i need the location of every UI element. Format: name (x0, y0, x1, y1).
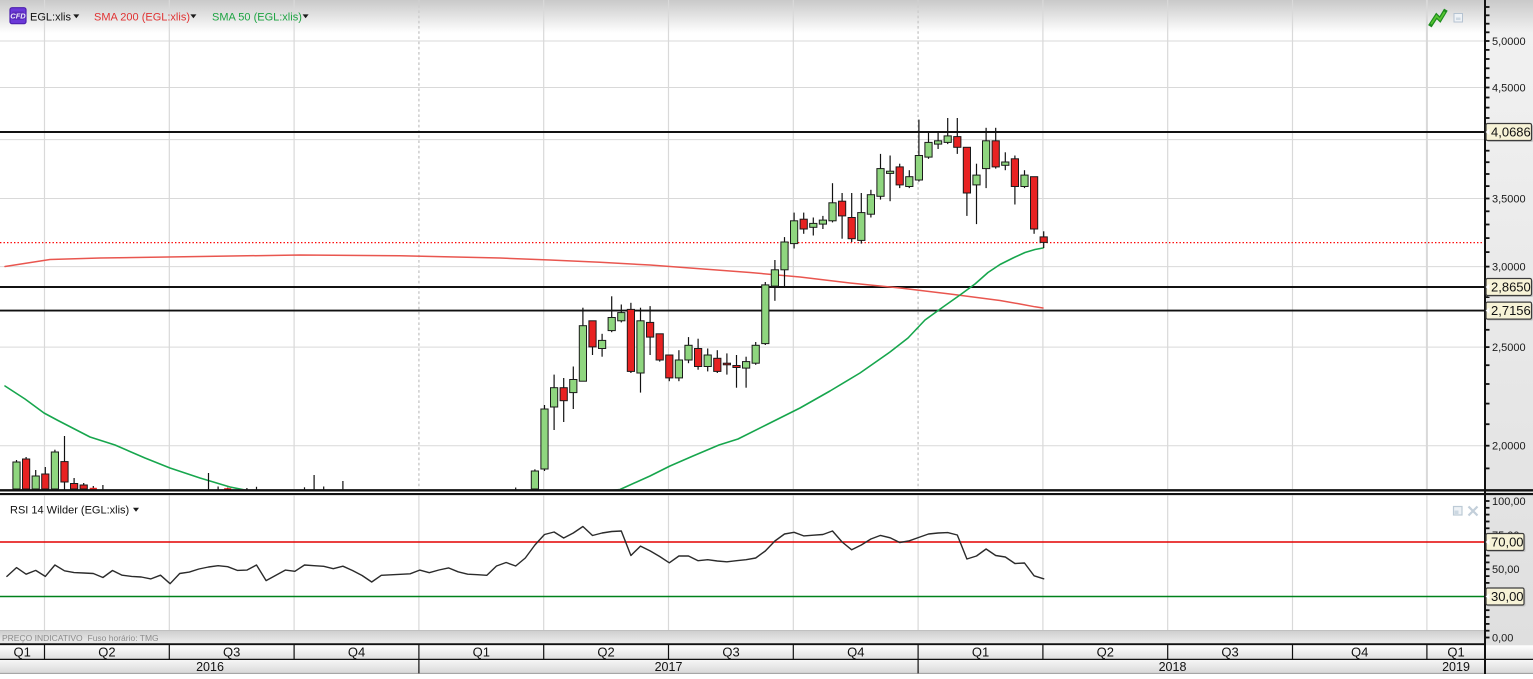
svg-text:Q4: Q4 (847, 645, 864, 660)
svg-text:2,7156: 2,7156 (1491, 303, 1531, 318)
svg-text:Q4: Q4 (348, 645, 365, 660)
svg-text:Q2: Q2 (1097, 645, 1114, 660)
svg-text:SMA 50 (EGL:xlis): SMA 50 (EGL:xlis) (212, 12, 302, 24)
svg-text:Q4: Q4 (1351, 645, 1368, 660)
svg-text:SMA 200 (EGL:xlis): SMA 200 (EGL:xlis) (94, 12, 190, 24)
svg-text:30,00: 30,00 (1491, 589, 1524, 604)
svg-text:100,00: 100,00 (1492, 496, 1526, 508)
svg-text:2,0000: 2,0000 (1492, 441, 1526, 453)
svg-text:Q1: Q1 (473, 645, 490, 660)
svg-text:50,00: 50,00 (1492, 564, 1520, 576)
svg-text:3,5000: 3,5000 (1492, 194, 1526, 206)
svg-text:Q3: Q3 (223, 645, 240, 660)
svg-text:4,0686: 4,0686 (1491, 125, 1531, 140)
svg-text:Fuso horário: TMG: Fuso horário: TMG (88, 633, 159, 643)
svg-text:2016: 2016 (196, 660, 224, 674)
svg-text:Q2: Q2 (98, 645, 115, 660)
svg-text:RSI 14 Wilder (EGL:xlis): RSI 14 Wilder (EGL:xlis) (10, 505, 129, 517)
svg-text:70,00: 70,00 (1491, 535, 1524, 550)
svg-text:Q1: Q1 (972, 645, 989, 660)
svg-text:4,5000: 4,5000 (1492, 83, 1526, 95)
svg-text:2,5000: 2,5000 (1492, 342, 1526, 354)
svg-text:Q3: Q3 (722, 645, 739, 660)
svg-text:CFD: CFD (10, 12, 26, 21)
svg-text:EGL:xlis: EGL:xlis (30, 12, 71, 24)
svg-text:PREÇO INDICATIVO: PREÇO INDICATIVO (2, 633, 83, 643)
svg-text:2019: 2019 (1442, 660, 1470, 674)
svg-text:Q1: Q1 (14, 645, 31, 660)
svg-text:0,00: 0,00 (1492, 633, 1513, 645)
svg-text:Q2: Q2 (597, 645, 614, 660)
svg-text:3,0000: 3,0000 (1492, 262, 1526, 274)
svg-text:Q3: Q3 (1221, 645, 1238, 660)
svg-text:2,8650: 2,8650 (1491, 280, 1531, 295)
svg-text:2017: 2017 (655, 660, 683, 674)
svg-text:Q1: Q1 (1447, 645, 1464, 660)
svg-text:2018: 2018 (1159, 660, 1187, 674)
svg-text:5,0000: 5,0000 (1492, 36, 1526, 48)
